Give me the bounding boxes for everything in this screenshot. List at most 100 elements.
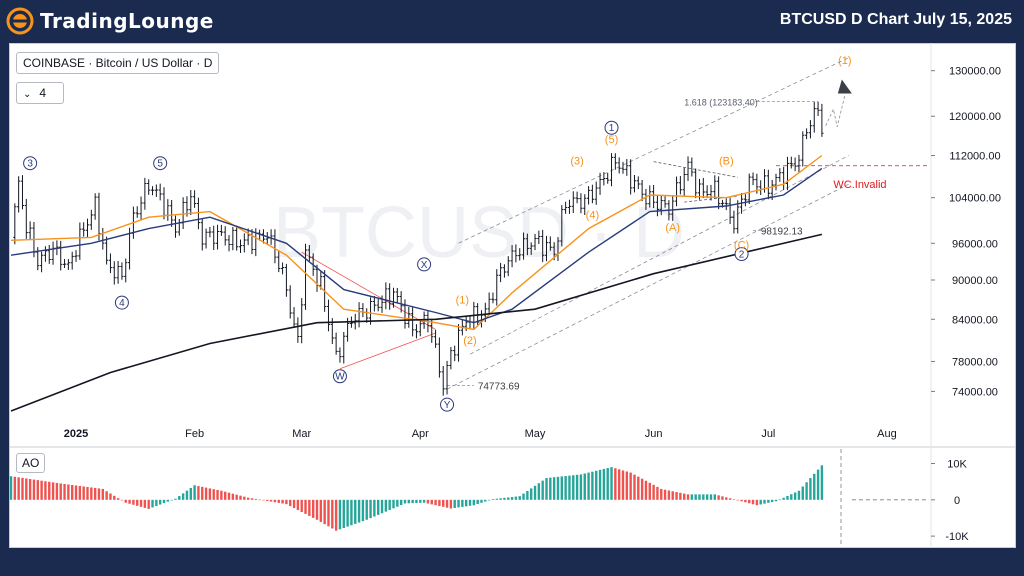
ohlc-bar <box>292 307 296 329</box>
wave-label: (1) <box>838 55 851 67</box>
ao-bar <box>227 492 231 500</box>
wedge-lower-line <box>339 332 436 370</box>
wave-label: 4 <box>119 298 125 309</box>
trend-channel-line-2 <box>469 155 849 355</box>
ohlc-bar <box>112 261 116 285</box>
ao-bar <box>369 499 372 519</box>
price-tick-label: 78000.00 <box>952 356 998 368</box>
ao-bar <box>315 499 319 520</box>
ao-bar <box>617 469 621 500</box>
ao-bar <box>296 499 300 511</box>
ohlc-bar <box>120 262 124 280</box>
ohlc-bar <box>361 303 365 318</box>
ao-bar <box>235 494 238 500</box>
ohlc-bar <box>567 199 572 214</box>
ao-bar <box>514 496 518 500</box>
ao-bar <box>377 499 380 515</box>
ao-bar <box>181 493 185 500</box>
ao-bar <box>373 499 376 517</box>
ohlc-bar <box>407 307 411 328</box>
ohlc-bar <box>246 228 250 246</box>
ao-bar <box>660 488 663 500</box>
ohlc-bar <box>235 225 239 251</box>
ao-bar <box>208 488 212 500</box>
ohlc-bar <box>590 184 594 204</box>
time-axis[interactable]: 2025 Feb Mar Apr May Jun Jul Aug <box>64 428 897 440</box>
ao-bar <box>311 499 315 518</box>
time-tick-label: Jun <box>645 428 663 440</box>
ohlc-bar <box>514 244 518 263</box>
ao-bar <box>67 484 70 500</box>
ohlc-bar <box>682 167 686 197</box>
ohlc-bar <box>51 241 55 265</box>
time-tick-label: Feb <box>185 428 204 440</box>
ao-bar <box>705 494 709 500</box>
ao-bar <box>522 493 525 500</box>
ao-bar <box>124 499 127 503</box>
wave-label: (5) <box>605 134 618 146</box>
ao-bar <box>675 492 678 500</box>
wave-label: 3 <box>27 159 33 170</box>
ohlc-bar <box>766 169 770 200</box>
wave-label-circle <box>153 156 168 171</box>
brand-logo[interactable]: TradingLounge <box>6 6 214 36</box>
ohlc-bar <box>108 253 113 274</box>
ohlc-bar <box>215 224 220 250</box>
ohlc-bar <box>273 229 277 264</box>
ohlc-bar <box>17 176 21 213</box>
ohlc-bar <box>284 263 288 297</box>
price-chart[interactable]: BTCUSD · D 3 5 4 W X Y 1 2 (5) (3) (4) (1) (2) (A) (B)… <box>9 43 1016 548</box>
chart-frame <box>9 43 1016 548</box>
wave-labels: 3 5 4 W X Y 1 2 (5) (3) (4) (1) (2) (A) (B) (C) (1) <box>23 55 852 412</box>
ao-bar <box>648 482 651 500</box>
ohlc-bar <box>586 186 591 205</box>
ao-bar <box>327 499 330 527</box>
ohlc-bar <box>560 205 564 247</box>
ao-bar <box>805 482 808 500</box>
ohlc-bar <box>150 186 155 196</box>
ohlc-bar <box>13 203 17 245</box>
ao-bar <box>380 499 384 514</box>
wave-label-circle <box>440 397 455 412</box>
ao-bar <box>403 499 407 504</box>
ohlc-bar <box>89 209 93 230</box>
ao-bar <box>361 499 365 522</box>
ohlc-bar <box>303 243 308 310</box>
ao-bar <box>132 499 135 505</box>
ao-bar <box>239 495 242 500</box>
ao-bar <box>763 499 766 504</box>
ohlc-bar <box>395 288 399 303</box>
price-axis[interactable]: 74000.00 78000.00 84000.00 90000.00 96000.00… <box>931 66 1001 399</box>
ohlc-bar <box>701 177 705 199</box>
ohlc-bar <box>97 192 101 241</box>
ohlc-bar <box>445 360 449 395</box>
ohlc-bar <box>521 232 526 260</box>
ao-bar <box>178 496 181 500</box>
symbol-legend[interactable]: COINBASE · Bitcoin / US Dollar · D <box>16 52 220 74</box>
ao-bar <box>445 499 449 508</box>
ao-bar <box>774 499 778 502</box>
fib-label: 1.618 (123183.40) <box>684 97 758 107</box>
ao-bar <box>40 480 43 500</box>
ohlc-bar <box>602 172 606 186</box>
ohlc-bar <box>629 159 633 195</box>
ohlc-bar <box>296 317 300 343</box>
projection-arrow-icon <box>837 79 852 94</box>
ao-bar <box>220 490 223 500</box>
indicator-toggle[interactable]: ⌄ 4 <box>16 82 64 104</box>
oscillator-legend[interactable]: AO <box>16 453 46 473</box>
ohlc-bar <box>648 185 652 208</box>
ao-bar <box>610 467 613 500</box>
ao-bar <box>273 499 277 503</box>
ao-bar <box>128 499 131 504</box>
price-tick-label: 120000.00 <box>949 111 1001 123</box>
ohlc-bar <box>376 298 380 312</box>
ao-bar <box>453 499 456 508</box>
ao-bar <box>751 499 755 505</box>
ohlc-bar <box>571 191 575 214</box>
ohlc-bar <box>598 172 602 195</box>
ao-bar <box>709 494 713 500</box>
ao-bar <box>396 499 399 507</box>
ohlc-bar <box>812 102 816 133</box>
ohlc-bar <box>147 179 151 195</box>
